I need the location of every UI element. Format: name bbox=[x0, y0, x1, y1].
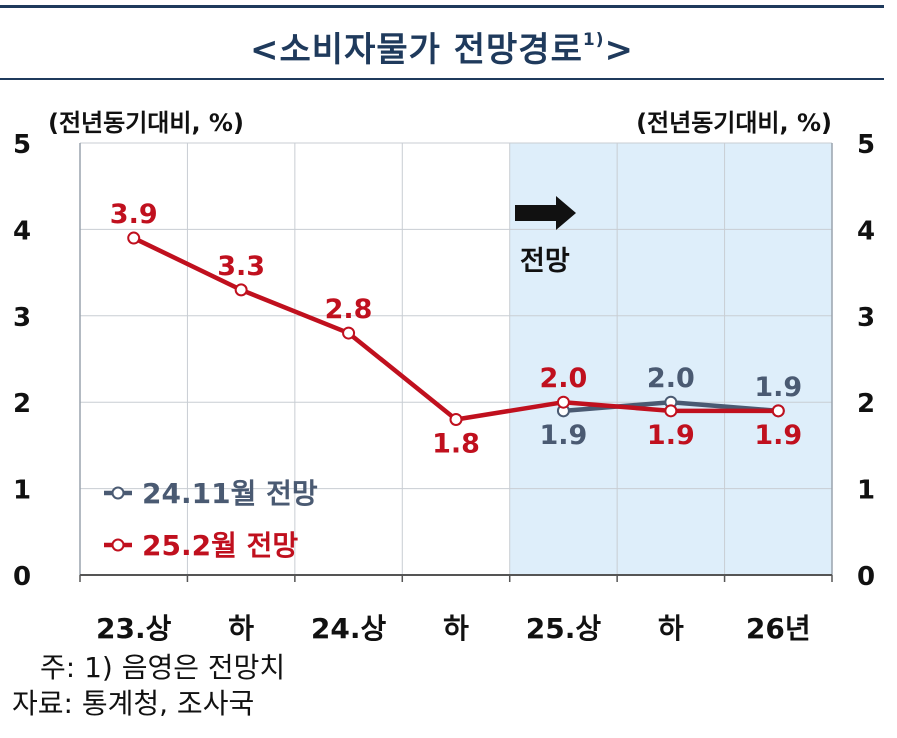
data-point bbox=[234, 283, 248, 297]
forecast-marker: 전망 bbox=[515, 196, 576, 277]
x-tick-label: 25.상 bbox=[526, 612, 602, 645]
forecast-arrow-icon bbox=[515, 196, 576, 230]
data-label: 2.0 bbox=[540, 363, 588, 394]
y-tick-label-left: 3 bbox=[13, 303, 31, 333]
y-tick-label-left: 0 bbox=[13, 562, 31, 592]
legend-label: 24.11월 전망 bbox=[142, 477, 318, 510]
x-tick-label: 하 bbox=[228, 612, 254, 645]
y-tick-label-left: 2 bbox=[13, 389, 31, 419]
x-tick-label: 하 bbox=[443, 612, 469, 645]
data-label: 1.9 bbox=[540, 420, 588, 451]
grid-lines bbox=[80, 142, 832, 575]
y-tick-label-left: 4 bbox=[13, 216, 31, 246]
legend-label: 25.2월 전망 bbox=[142, 529, 298, 562]
data-point bbox=[342, 326, 356, 340]
chart-title-footnote-mark: 1) bbox=[582, 30, 605, 50]
data-label: 1.9 bbox=[647, 420, 695, 451]
x-tick-label: 23.상 bbox=[96, 612, 172, 645]
data-point bbox=[664, 404, 678, 418]
data-label: 1.8 bbox=[432, 428, 480, 459]
y-tick-label-left: 1 bbox=[13, 476, 31, 506]
y-axis-label-right: (전년동기대비, %) bbox=[636, 109, 832, 137]
data-point bbox=[771, 404, 785, 418]
chart-title: <소비자물가 전망경로1)> bbox=[0, 22, 884, 71]
data-label: 2.0 bbox=[647, 363, 695, 394]
data-label: 1.9 bbox=[754, 420, 802, 451]
axes bbox=[79, 143, 833, 582]
title-bottom-rule bbox=[0, 78, 884, 80]
forecast-label: 전망 bbox=[520, 246, 570, 277]
legend-marker bbox=[111, 538, 125, 552]
data-label: 3.9 bbox=[110, 199, 158, 230]
chart-title-end: > bbox=[604, 30, 634, 70]
data-point bbox=[449, 412, 463, 426]
y-tick-label-left: 5 bbox=[13, 130, 31, 160]
data-point bbox=[556, 395, 570, 409]
y-tick-labels: 0 0 1 1 2 2 3 3 4 4 5 5 bbox=[13, 130, 875, 592]
legend: 24.11월 전망 25.2월 전망 bbox=[104, 477, 318, 562]
legend-marker bbox=[111, 486, 125, 500]
y-tick-label-right: 5 bbox=[857, 130, 875, 160]
footnote-shading: 주: 1) 음영은 전망치 bbox=[40, 651, 286, 684]
x-tick-label: 24.상 bbox=[311, 612, 387, 645]
title-top-rule bbox=[0, 5, 884, 8]
footnote-source: 자료: 통계청, 조사국 bbox=[12, 687, 255, 720]
data-label: 3.3 bbox=[217, 251, 265, 282]
series-lines: 1.9 2.0 1.9 3.9 3.3 2.8 1.8 2.0 1.9 1.9 bbox=[110, 199, 802, 459]
data-label: 1.9 bbox=[754, 372, 802, 403]
y-tick-label-right: 2 bbox=[857, 389, 875, 419]
data-label: 2.8 bbox=[325, 294, 373, 325]
y-tick-label-right: 3 bbox=[857, 303, 875, 333]
x-tick-labels: 23.상 하 24.상 하 25.상 하 26년 bbox=[96, 612, 811, 645]
y-tick-label-right: 1 bbox=[857, 476, 875, 506]
x-tick-label: 26년 bbox=[746, 612, 811, 645]
y-axis-label-left: (전년동기대비, %) bbox=[48, 109, 244, 137]
y-tick-label-right: 4 bbox=[857, 216, 875, 246]
chart-title-main: <소비자물가 전망경로 bbox=[250, 30, 583, 70]
x-tick-label: 하 bbox=[658, 612, 684, 645]
y-tick-label-right: 0 bbox=[857, 562, 875, 592]
footnotes: 주: 1) 음영은 전망치 자료: 통계청, 조사국 bbox=[12, 650, 285, 722]
data-point bbox=[127, 231, 141, 245]
